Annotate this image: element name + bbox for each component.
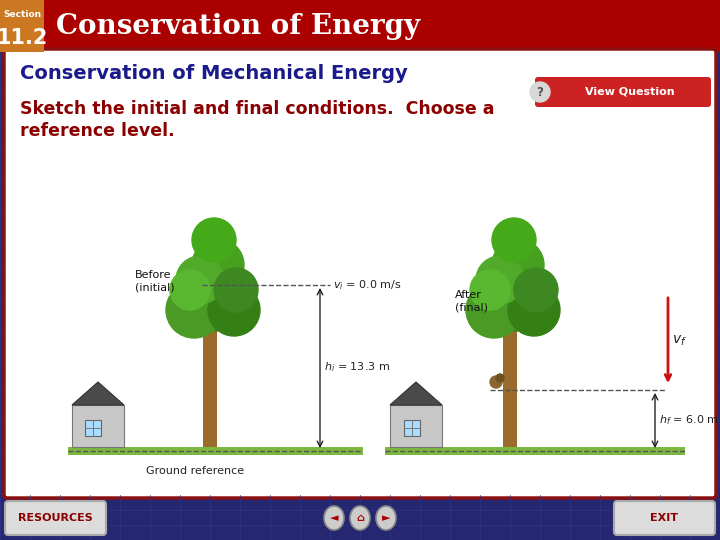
Text: Before
(initial): Before (initial)	[135, 270, 175, 292]
Text: Conservation of Mechanical Energy: Conservation of Mechanical Energy	[20, 64, 408, 83]
Text: ?: ?	[536, 85, 544, 98]
Circle shape	[178, 259, 250, 331]
FancyBboxPatch shape	[614, 501, 715, 535]
Circle shape	[470, 270, 510, 310]
Circle shape	[208, 284, 260, 336]
Circle shape	[170, 270, 210, 310]
Polygon shape	[72, 382, 124, 405]
Circle shape	[166, 282, 222, 338]
FancyBboxPatch shape	[0, 495, 720, 540]
FancyBboxPatch shape	[535, 77, 711, 107]
FancyBboxPatch shape	[390, 405, 442, 447]
Circle shape	[192, 218, 236, 262]
FancyBboxPatch shape	[0, 0, 44, 52]
Text: EXIT: EXIT	[650, 513, 678, 523]
Text: $h_i$ = 13.3 m: $h_i$ = 13.3 m	[324, 361, 390, 374]
Circle shape	[176, 256, 224, 304]
Text: View Question: View Question	[585, 87, 675, 97]
FancyBboxPatch shape	[503, 327, 517, 447]
Text: RESOURCES: RESOURCES	[17, 513, 92, 523]
FancyBboxPatch shape	[404, 420, 420, 436]
Ellipse shape	[376, 506, 396, 530]
Text: Conservation of Energy: Conservation of Energy	[56, 12, 420, 39]
Text: $v_i$ = 0.0 m/s: $v_i$ = 0.0 m/s	[333, 278, 402, 292]
FancyBboxPatch shape	[385, 447, 685, 455]
Text: ◄: ◄	[330, 513, 338, 523]
Circle shape	[192, 239, 244, 291]
Circle shape	[476, 256, 524, 304]
Circle shape	[478, 259, 550, 331]
Text: reference level.: reference level.	[20, 122, 175, 140]
FancyBboxPatch shape	[68, 447, 363, 455]
Circle shape	[466, 282, 522, 338]
FancyBboxPatch shape	[4, 49, 716, 498]
FancyBboxPatch shape	[85, 420, 101, 436]
Circle shape	[492, 239, 544, 291]
Text: After
(final): After (final)	[455, 290, 488, 313]
FancyBboxPatch shape	[5, 501, 106, 535]
Text: 11.2: 11.2	[0, 28, 48, 48]
Ellipse shape	[350, 506, 370, 530]
Circle shape	[214, 268, 258, 312]
Circle shape	[490, 376, 502, 388]
Circle shape	[508, 284, 560, 336]
Text: Ground reference: Ground reference	[146, 466, 244, 476]
Text: $h_f$ = 6.0 m: $h_f$ = 6.0 m	[659, 413, 719, 427]
Circle shape	[530, 82, 550, 102]
FancyBboxPatch shape	[203, 327, 217, 447]
Text: $v_f$: $v_f$	[672, 333, 687, 348]
Text: ⌂: ⌂	[356, 513, 364, 523]
Text: Sketch the initial and final conditions.  Choose a: Sketch the initial and final conditions.…	[20, 100, 495, 118]
Text: ►: ►	[382, 513, 390, 523]
Circle shape	[492, 218, 536, 262]
Circle shape	[496, 374, 504, 382]
FancyBboxPatch shape	[72, 405, 124, 447]
Ellipse shape	[324, 506, 344, 530]
Circle shape	[514, 268, 558, 312]
Polygon shape	[390, 382, 442, 405]
FancyBboxPatch shape	[0, 0, 720, 52]
Text: Section: Section	[3, 10, 41, 19]
